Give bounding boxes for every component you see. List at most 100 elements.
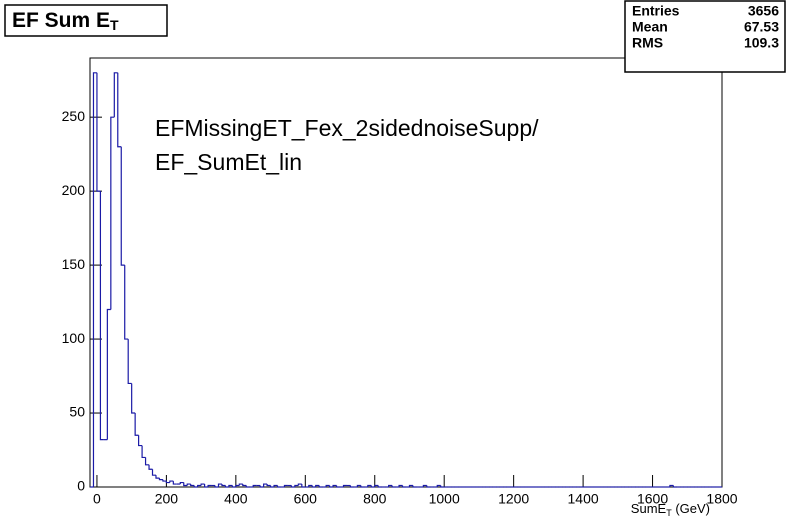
histogram-bin [200, 483, 205, 486]
x-tick-label: 1000 [429, 491, 460, 507]
histogram-bin [367, 484, 372, 487]
y-tick-label: 150 [62, 256, 86, 272]
stats-value: 67.53 [744, 19, 779, 35]
histogram-bin [377, 485, 382, 488]
histogram-bin [172, 481, 177, 485]
histogram-bin [190, 484, 195, 487]
stats-label: RMS [632, 35, 663, 51]
histogram-bin [398, 484, 403, 487]
histogram-bin [138, 435, 143, 447]
histogram-bin [162, 479, 167, 482]
histogram-bin [360, 485, 365, 488]
histogram-bin [669, 484, 674, 487]
histogram-bin [311, 485, 316, 488]
histogram-bin [228, 484, 233, 487]
stats-value: 109.3 [744, 35, 779, 51]
x-tick-label: 800 [363, 491, 387, 507]
histogram-bin [217, 483, 222, 487]
x-tick-label: 200 [155, 491, 179, 507]
histogram-bin [308, 484, 313, 487]
title-sub: T [110, 17, 119, 33]
histogram-bin [401, 485, 406, 488]
histogram-bin [297, 483, 302, 486]
x-tick-label: 600 [294, 491, 318, 507]
histogram-bin [203, 484, 209, 488]
histogram-bin [224, 485, 229, 488]
histogram-bin [134, 413, 139, 436]
histogram-bin [273, 484, 278, 487]
histogram-bin [238, 483, 243, 486]
histogram-bin [92, 72, 97, 487]
y-tick-label: 100 [62, 330, 86, 346]
histogram-bin [117, 72, 122, 148]
histogram-bin [332, 484, 337, 487]
stats-label: Mean [632, 19, 668, 35]
histogram-bin [315, 484, 320, 487]
histogram-bin [183, 482, 188, 487]
histogram-bin [356, 484, 361, 487]
histogram-bin [186, 483, 191, 486]
histogram-bin [151, 469, 156, 476]
histogram-bin [440, 485, 445, 488]
y-tick-label: 200 [62, 182, 86, 198]
chart-title: EF Sum ET [12, 9, 119, 33]
x-tick-label: 1200 [498, 491, 529, 507]
histogram-bin [301, 484, 306, 488]
title-main: EF Sum E [12, 9, 110, 32]
histogram-bin [318, 485, 323, 488]
histogram-bin [269, 485, 275, 488]
x-tick-label: 400 [224, 491, 248, 507]
histogram-bin [329, 485, 334, 488]
x-label-sub: T [666, 508, 672, 518]
histogram-bin [412, 485, 417, 488]
histogram-bin [276, 485, 281, 488]
histogram-bin [391, 485, 396, 488]
histogram-bin [141, 445, 146, 459]
histogram-bin [231, 485, 236, 488]
histogram-bin [672, 485, 677, 488]
histogram-bin [294, 484, 299, 487]
histogram-bin [106, 308, 111, 440]
histogram-bin [179, 481, 184, 485]
histogram-bin [144, 457, 150, 466]
histogram-bin [242, 484, 247, 487]
histogram-bin [131, 383, 136, 414]
histogram-bin [99, 191, 104, 441]
histogram-bin [169, 480, 174, 483]
histogram-bin [221, 484, 226, 487]
stats-box [624, 0, 786, 73]
annotation: EF_SumEt_lin [155, 149, 302, 175]
histogram-bin [110, 116, 115, 310]
y-tick-label: 0 [77, 478, 85, 494]
histogram-bin [214, 485, 219, 488]
x-tick-label: 0 [93, 491, 101, 507]
histogram-bin [422, 484, 427, 487]
histogram-bin [113, 72, 118, 118]
histogram-bin [342, 484, 347, 487]
histogram-bin [283, 484, 288, 487]
histogram-bin [335, 485, 341, 488]
histogram-bin [374, 484, 379, 487]
histogram-bin [207, 484, 212, 487]
histogram-bin [155, 475, 160, 479]
x-tick-label: 1800 [706, 491, 737, 507]
x-axis-label: SumET (GeV) [631, 501, 710, 518]
histogram-bin [235, 484, 240, 487]
histogram-bin [165, 481, 170, 484]
histogram-bin [96, 72, 101, 192]
histogram-bin [263, 483, 268, 487]
histogram-bin [349, 485, 354, 488]
histogram-bin [325, 484, 330, 487]
histogram-bin [290, 485, 295, 488]
histogram-bin [259, 485, 264, 488]
histogram-bin [252, 484, 257, 487]
x-tick-label: 1600 [637, 491, 668, 507]
histogram-bin [266, 484, 271, 487]
histogram-bin [193, 485, 198, 488]
histogram-bin [426, 485, 431, 488]
histogram-bin [245, 485, 250, 488]
histogram-bin [408, 484, 413, 487]
y-tick-label: 250 [62, 108, 86, 124]
x-label-main: SumE [631, 501, 667, 516]
